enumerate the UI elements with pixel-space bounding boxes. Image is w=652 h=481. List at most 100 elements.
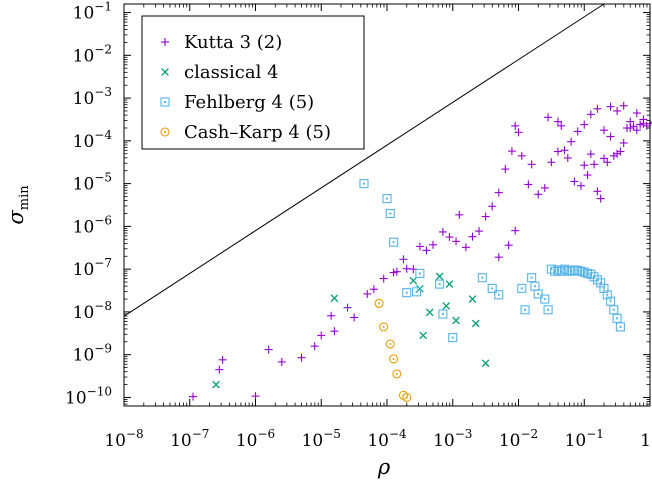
data-point xyxy=(609,305,619,315)
data-point xyxy=(609,151,618,160)
y-tick-label: 10−3 xyxy=(73,85,112,109)
data-point xyxy=(435,272,444,281)
data-point xyxy=(310,342,319,351)
legend-box xyxy=(141,15,365,150)
data-point xyxy=(389,354,399,364)
data-point xyxy=(550,266,560,276)
x-tick-label-exponent: −6 xyxy=(257,427,275,441)
data-point xyxy=(566,266,576,276)
y-tick-label: 10−8 xyxy=(73,299,112,323)
y-axis-label-sub: min xyxy=(17,185,32,210)
data-point xyxy=(448,333,458,343)
data-point xyxy=(468,232,477,241)
data-point xyxy=(189,392,198,401)
data-point xyxy=(517,283,527,293)
y-tick-label-base: 10 xyxy=(73,132,95,152)
data-point xyxy=(590,160,599,169)
x-tick-label-exponent: −3 xyxy=(455,427,473,441)
data-point xyxy=(592,275,602,285)
data-point xyxy=(330,294,339,303)
legend-label: classical 4 xyxy=(184,62,279,83)
data-point xyxy=(583,171,592,180)
data-point xyxy=(507,147,516,156)
data-point xyxy=(540,294,550,304)
data-point xyxy=(385,209,395,219)
data-point xyxy=(586,269,596,279)
data-point xyxy=(477,273,487,283)
y-tick-label: 10−7 xyxy=(73,256,112,280)
x-tick-label: 10−3 xyxy=(433,427,472,451)
data-point xyxy=(543,305,553,315)
y-tick-label-exponent: −8 xyxy=(94,299,112,313)
data-point xyxy=(385,339,395,349)
data-point xyxy=(517,151,526,160)
data-point xyxy=(586,150,595,159)
data-point xyxy=(579,267,589,277)
data-point xyxy=(560,146,569,155)
data-point xyxy=(596,278,606,288)
y-tick-label: 10−4 xyxy=(73,128,113,152)
data-point xyxy=(415,242,424,251)
data-point xyxy=(399,255,408,264)
data-point xyxy=(553,117,562,126)
x-tick-label-base: 1 xyxy=(640,431,651,451)
data-point xyxy=(557,121,566,130)
series-square xyxy=(359,179,625,343)
data-point xyxy=(527,273,537,283)
x-tick-label-base: 10 xyxy=(565,431,587,451)
data-point xyxy=(452,316,460,325)
data-point xyxy=(612,313,622,323)
data-point xyxy=(415,268,425,278)
y-tick-label-base: 10 xyxy=(73,89,95,109)
data-point xyxy=(527,160,536,169)
y-tick-label-base: 10 xyxy=(73,346,95,366)
data-point xyxy=(297,353,306,362)
y-tick-label-base: 10 xyxy=(73,260,95,280)
legend-marker-plus xyxy=(161,38,169,46)
x-tick-label-exponent: −7 xyxy=(192,427,210,441)
data-point xyxy=(576,181,585,190)
data-point xyxy=(649,121,652,123)
data-point xyxy=(599,154,608,163)
data-point xyxy=(580,161,589,170)
y-tick-label-exponent: −6 xyxy=(94,213,112,227)
legend-marker-circle xyxy=(160,127,170,137)
data-point xyxy=(445,280,454,288)
data-point xyxy=(452,237,461,246)
data-point xyxy=(602,290,612,300)
y-tick-label-exponent: −10 xyxy=(87,384,112,398)
data-point xyxy=(379,274,388,283)
data-point xyxy=(389,268,398,277)
data-point xyxy=(605,296,616,306)
data-point xyxy=(559,264,570,274)
data-point xyxy=(547,158,556,167)
reference-line-layer xyxy=(123,3,605,317)
data-point xyxy=(264,345,273,354)
data-point xyxy=(327,311,336,320)
x-tick-label: 10−5 xyxy=(302,427,341,451)
data-point xyxy=(589,272,599,282)
data-point xyxy=(567,137,576,146)
data-point xyxy=(317,331,326,340)
y-tick-label-exponent: −4 xyxy=(94,128,112,142)
data-point xyxy=(586,110,595,119)
x-tick-label-base: 10 xyxy=(302,431,324,451)
data-point xyxy=(487,283,497,293)
data-point xyxy=(615,322,625,332)
x-tick-label: 10−1 xyxy=(565,427,604,451)
legend-marker-square xyxy=(160,97,170,107)
y-tick-label: 10−9 xyxy=(73,342,112,366)
data-point xyxy=(461,243,470,252)
data-point xyxy=(494,188,503,197)
data-point xyxy=(580,120,589,129)
data-point xyxy=(402,392,412,402)
data-point xyxy=(563,153,572,162)
y-tick-label: 10−6 xyxy=(73,213,112,237)
data-point xyxy=(438,227,447,236)
legend-entry: Fehlberg 4 (5) xyxy=(160,92,314,113)
data-point xyxy=(435,279,445,289)
data-point xyxy=(556,266,566,276)
data-point xyxy=(533,289,543,299)
data-point xyxy=(636,120,645,129)
